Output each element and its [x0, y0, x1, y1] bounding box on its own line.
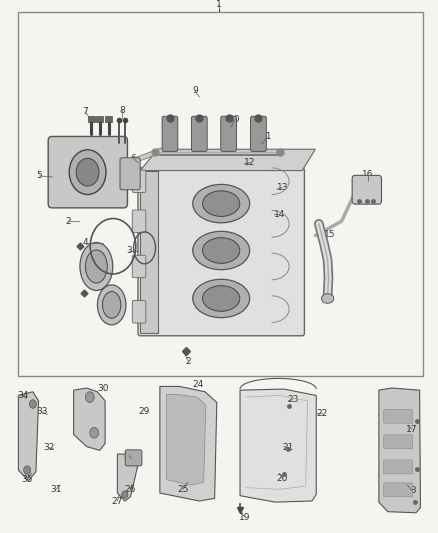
FancyBboxPatch shape: [191, 116, 207, 151]
Circle shape: [29, 400, 36, 408]
FancyBboxPatch shape: [132, 210, 146, 232]
Polygon shape: [18, 392, 39, 481]
Polygon shape: [240, 389, 316, 502]
Text: 11: 11: [261, 133, 273, 141]
Text: 24: 24: [192, 381, 204, 389]
Text: 20: 20: [277, 474, 288, 483]
Polygon shape: [160, 386, 217, 501]
Ellipse shape: [193, 279, 250, 318]
Text: 25: 25: [177, 485, 189, 494]
Ellipse shape: [321, 294, 334, 303]
Text: 2: 2: [186, 357, 191, 366]
Text: 14: 14: [274, 210, 285, 219]
Text: 32: 32: [43, 443, 55, 452]
Text: 13: 13: [277, 183, 288, 192]
Ellipse shape: [202, 286, 240, 311]
Polygon shape: [140, 171, 158, 333]
FancyBboxPatch shape: [132, 170, 146, 192]
FancyBboxPatch shape: [251, 116, 266, 151]
Text: 6: 6: [131, 154, 137, 163]
Polygon shape: [74, 388, 105, 450]
Polygon shape: [140, 149, 315, 171]
Text: 17: 17: [406, 425, 417, 433]
Circle shape: [122, 491, 128, 498]
Bar: [88, 116, 95, 122]
Text: 15: 15: [324, 230, 335, 239]
FancyBboxPatch shape: [221, 116, 237, 151]
FancyBboxPatch shape: [48, 136, 127, 208]
Bar: [96, 116, 103, 122]
Bar: [18, 12, 423, 376]
Ellipse shape: [80, 243, 113, 290]
Text: 2: 2: [65, 217, 71, 225]
Bar: [105, 116, 112, 122]
Circle shape: [85, 392, 94, 402]
Text: 22: 22: [316, 409, 328, 417]
Circle shape: [24, 466, 31, 474]
Text: 18: 18: [406, 486, 417, 495]
Text: 28: 28: [124, 451, 135, 460]
FancyBboxPatch shape: [384, 409, 413, 423]
Ellipse shape: [85, 250, 107, 283]
Circle shape: [76, 158, 99, 186]
Text: 34: 34: [17, 391, 28, 400]
FancyBboxPatch shape: [120, 158, 140, 190]
FancyBboxPatch shape: [384, 435, 413, 449]
Ellipse shape: [193, 231, 250, 270]
FancyBboxPatch shape: [132, 255, 146, 278]
Text: 10: 10: [229, 116, 240, 124]
Text: 21: 21: [283, 443, 294, 452]
Text: 26: 26: [125, 485, 136, 494]
Text: 31: 31: [50, 485, 62, 494]
Text: 4: 4: [83, 238, 88, 247]
Text: 29: 29: [138, 407, 149, 416]
Ellipse shape: [102, 292, 121, 318]
Text: 7: 7: [82, 108, 88, 116]
Text: 3: 3: [126, 246, 132, 255]
FancyBboxPatch shape: [125, 450, 142, 466]
Text: 1: 1: [216, 0, 222, 9]
Ellipse shape: [202, 191, 240, 216]
Text: 12: 12: [244, 158, 255, 167]
Ellipse shape: [193, 184, 250, 223]
Circle shape: [69, 150, 106, 195]
FancyBboxPatch shape: [138, 168, 304, 336]
Circle shape: [90, 427, 99, 438]
Text: 27: 27: [112, 497, 123, 505]
Text: 23: 23: [287, 395, 298, 404]
Polygon shape: [379, 388, 420, 513]
Text: 9: 9: [192, 86, 198, 95]
FancyBboxPatch shape: [384, 460, 413, 474]
FancyBboxPatch shape: [352, 175, 381, 204]
Polygon shape: [166, 394, 206, 485]
Polygon shape: [117, 454, 138, 501]
Ellipse shape: [97, 285, 126, 325]
FancyBboxPatch shape: [162, 116, 178, 151]
Text: 19: 19: [239, 513, 250, 521]
Text: 5: 5: [36, 172, 42, 180]
Ellipse shape: [202, 238, 240, 263]
Text: 33: 33: [36, 407, 47, 416]
Text: 8: 8: [119, 106, 125, 115]
Text: 35: 35: [21, 475, 33, 484]
FancyBboxPatch shape: [132, 301, 146, 323]
FancyBboxPatch shape: [384, 483, 413, 497]
Text: 30: 30: [97, 384, 109, 392]
Text: 16: 16: [362, 171, 374, 179]
